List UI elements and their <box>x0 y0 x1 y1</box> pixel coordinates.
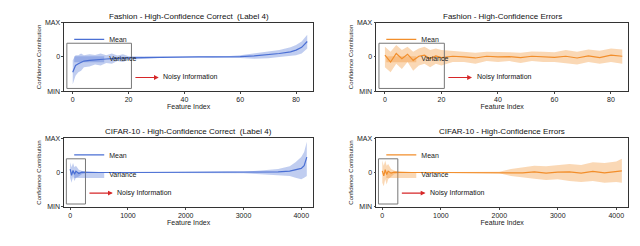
svg-text:0: 0 <box>71 96 75 103</box>
svg-text:1000: 1000 <box>433 212 449 219</box>
svg-text:Confidence Contribution: Confidence Contribution <box>36 140 42 204</box>
svg-text:Confidence Contribution: Confidence Contribution <box>348 140 354 204</box>
svg-text:0: 0 <box>380 212 384 219</box>
svg-text:MIN: MIN <box>47 203 60 210</box>
svg-text:60: 60 <box>551 96 559 103</box>
svg-text:0: 0 <box>56 53 60 60</box>
svg-text:2000: 2000 <box>491 212 507 219</box>
svg-text:Fashion - High-Confidence Corr: Fashion - High-Confidence Correct (Label… <box>109 12 269 21</box>
svg-text:0: 0 <box>68 212 72 219</box>
svg-text:80: 80 <box>607 96 615 103</box>
svg-text:Confidence Contribution: Confidence Contribution <box>348 25 354 89</box>
svg-text:Mean: Mean <box>421 36 439 43</box>
svg-text:4000: 4000 <box>608 212 624 219</box>
svg-text:Noisy Information: Noisy Information <box>430 189 485 197</box>
svg-text:Variance: Variance <box>421 171 448 178</box>
svg-text:2000: 2000 <box>178 212 194 219</box>
svg-text:Variance: Variance <box>421 55 448 62</box>
svg-text:Feature Index: Feature Index <box>481 103 525 110</box>
svg-text:Feature Index: Feature Index <box>167 103 211 110</box>
svg-text:CIFAR-10 - High-Confidence Err: CIFAR-10 - High-Confidence Errors <box>439 127 565 136</box>
svg-text:Feature Index: Feature Index <box>167 219 211 226</box>
svg-text:Noisy Information: Noisy Information <box>477 73 532 81</box>
svg-text:0: 0 <box>383 96 387 103</box>
svg-text:Mean: Mean <box>421 152 439 159</box>
svg-text:80: 80 <box>292 96 300 103</box>
svg-text:Noisy Information: Noisy Information <box>163 73 218 81</box>
svg-text:3000: 3000 <box>550 212 566 219</box>
svg-text:MIN: MIN <box>47 88 60 95</box>
svg-text:3000: 3000 <box>236 212 252 219</box>
svg-text:0: 0 <box>368 169 372 176</box>
svg-text:1000: 1000 <box>120 212 136 219</box>
svg-text:4000: 4000 <box>293 212 309 219</box>
svg-text:Variance: Variance <box>109 171 136 178</box>
svg-text:CIFAR-10 - High-Confidence Cor: CIFAR-10 - High-Confidence Correct (Labe… <box>105 127 272 136</box>
svg-text:MIN: MIN <box>359 203 372 210</box>
svg-text:Fashion - High-Confidence Erro: Fashion - High-Confidence Errors <box>443 12 562 21</box>
svg-text:Noisy Information: Noisy Information <box>117 189 172 197</box>
svg-text:40: 40 <box>181 96 189 103</box>
svg-text:Confidence Contribution: Confidence Contribution <box>36 25 42 89</box>
svg-text:MAX: MAX <box>45 135 61 142</box>
svg-text:0: 0 <box>56 169 60 176</box>
svg-text:Mean: Mean <box>109 152 127 159</box>
svg-text:60: 60 <box>236 96 244 103</box>
svg-text:0: 0 <box>368 53 372 60</box>
svg-text:MIN: MIN <box>359 88 372 95</box>
svg-text:20: 20 <box>125 96 133 103</box>
svg-text:MAX: MAX <box>45 19 61 26</box>
svg-text:Feature Index: Feature Index <box>481 219 525 226</box>
svg-text:MAX: MAX <box>357 19 373 26</box>
svg-text:MAX: MAX <box>357 135 373 142</box>
svg-text:20: 20 <box>438 96 446 103</box>
svg-text:Variance: Variance <box>109 55 136 62</box>
svg-text:40: 40 <box>494 96 502 103</box>
svg-text:Mean: Mean <box>109 36 127 43</box>
